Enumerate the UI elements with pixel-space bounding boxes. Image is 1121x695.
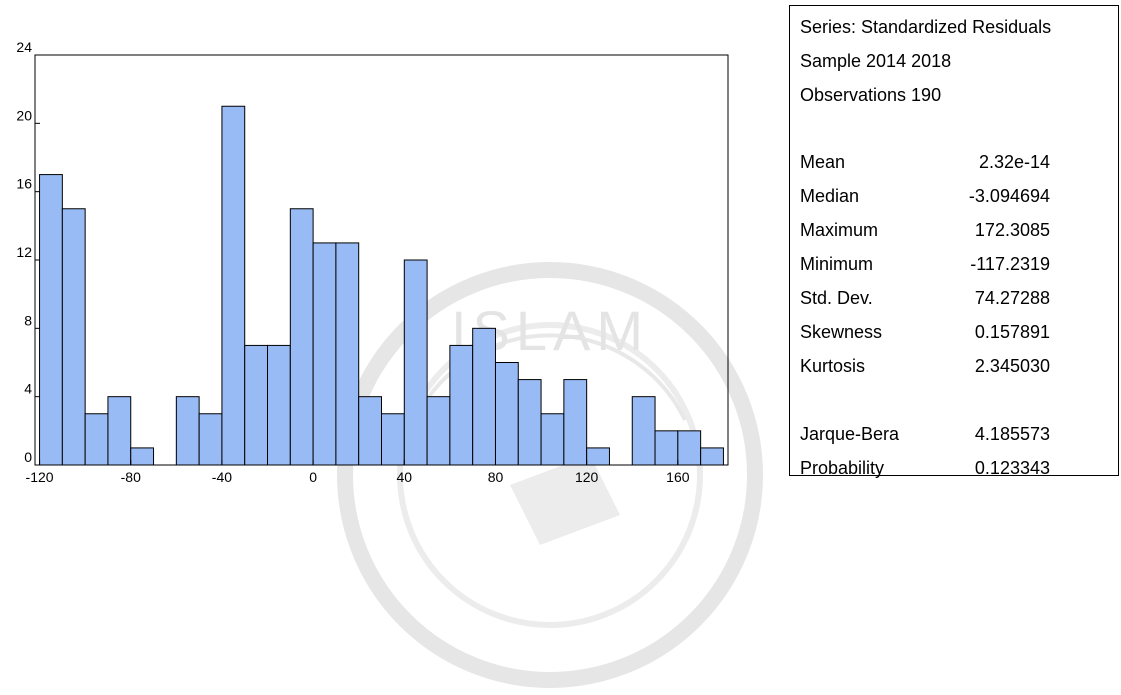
histogram-bar — [84, 413, 109, 466]
stat-label: Probability — [800, 458, 885, 478]
histogram-bar — [244, 344, 269, 466]
stat-label: Kurtosis — [800, 356, 866, 376]
histogram-bar — [472, 327, 496, 466]
histogram-bar — [517, 379, 542, 466]
x-tick-label: 40 — [397, 469, 413, 485]
histogram-bar — [198, 413, 223, 466]
x-tick-label: -120 — [26, 469, 54, 485]
histogram-bar — [358, 396, 383, 466]
x-tick-label: 80 — [488, 469, 504, 485]
x-tick-label: -40 — [212, 469, 232, 485]
y-tick-label: 20 — [16, 107, 32, 123]
x-axis: -120 -80 -40 0 40 80 120 160 — [26, 460, 690, 485]
stat-label: Median — [800, 186, 860, 206]
histogram-bar — [494, 362, 519, 466]
stat-value: 0.157891 — [974, 322, 1050, 342]
stat-value: 74.27288 — [974, 288, 1050, 308]
stat-value: 4.185573 — [974, 424, 1050, 444]
y-axis: 0 4 8 12 16 20 24 — [16, 39, 40, 466]
histogram-bar — [175, 396, 200, 466]
histogram-bar — [449, 344, 474, 466]
histogram-bar — [39, 174, 63, 466]
x-tick-label: 160 — [666, 469, 690, 485]
stat-label: Skewness — [800, 322, 883, 342]
y-tick-label: 4 — [24, 381, 32, 397]
histogram-bar — [130, 447, 155, 466]
stat-label: Jarque-Bera — [800, 424, 900, 444]
histogram-bar — [289, 208, 314, 466]
histogram-bar — [267, 344, 291, 466]
histogram-bar — [381, 413, 405, 466]
stat-label: Maximum — [800, 220, 879, 240]
stat-value: 2.345030 — [974, 356, 1050, 376]
x-tick-label: -80 — [121, 469, 141, 485]
y-tick-label: 0 — [24, 449, 32, 465]
stat-label: Minimum — [800, 254, 874, 274]
histogram-bar — [540, 413, 565, 466]
histogram-bar — [335, 242, 360, 466]
histogram-bar — [677, 430, 702, 466]
histogram-bar — [221, 105, 246, 466]
y-tick-label: 16 — [16, 176, 32, 192]
histogram-bar — [312, 242, 337, 466]
histogram-bar — [61, 208, 86, 466]
histogram-chart: 0 4 8 12 16 20 24 -120 -80 -40 0 40 80 120 160 — [16, 39, 729, 485]
histogram-bar — [631, 396, 656, 466]
observations-label: Observations 190 — [800, 85, 942, 105]
histogram-bar — [586, 447, 610, 466]
y-tick-label: 12 — [16, 244, 32, 260]
stat-label: Std. Dev. — [800, 288, 873, 308]
bars-layer — [39, 105, 724, 466]
stat-value: -117.2319 — [970, 254, 1050, 274]
histogram-bar — [563, 379, 588, 466]
histogram-bar — [654, 430, 679, 466]
stat-label: Mean — [800, 152, 846, 172]
series-label: Series: Standardized Residuals — [800, 17, 1052, 37]
histogram-bar — [700, 447, 724, 466]
histogram-bar — [426, 396, 451, 466]
stat-value: -3.094694 — [968, 186, 1050, 206]
histogram-bar — [403, 259, 428, 466]
histogram-bar — [107, 396, 132, 466]
x-tick-label: 120 — [575, 469, 599, 485]
y-tick-label: 8 — [24, 312, 32, 328]
sample-label: Sample 2014 2018 — [800, 51, 952, 71]
stat-value: 172.3085 — [974, 220, 1050, 240]
stat-value: 0.123343 — [974, 458, 1050, 478]
y-tick-label: 24 — [16, 39, 32, 55]
x-tick-label: 0 — [309, 469, 317, 485]
statistics-panel: Series: Standardized Residuals Sample 20… — [789, 5, 1119, 478]
stat-value: 2.32e-14 — [978, 152, 1050, 172]
